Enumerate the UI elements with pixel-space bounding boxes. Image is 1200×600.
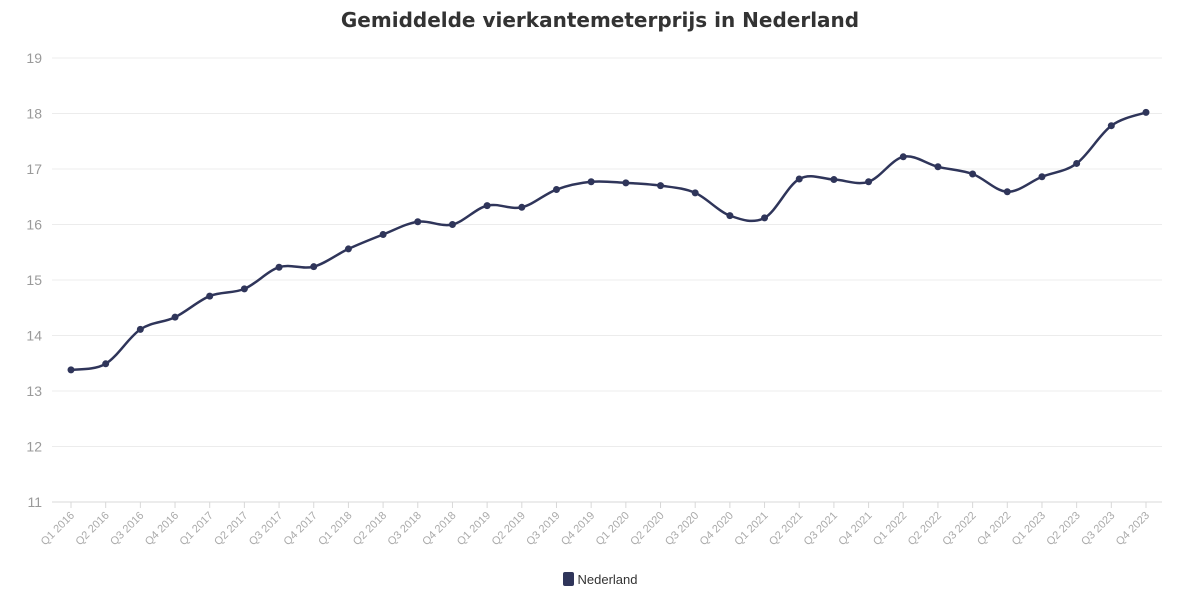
data-point[interactable]	[969, 170, 977, 178]
gridlines	[52, 57, 1162, 447]
x-tick-label: Q3 2018	[386, 510, 424, 548]
data-point[interactable]	[448, 221, 456, 228]
x-tick-label: Q4 2018	[420, 510, 458, 548]
data-point[interactable]	[136, 325, 144, 333]
y-tick-label: 18	[26, 106, 42, 122]
data-point[interactable]	[1038, 173, 1046, 181]
y-tick-label: 16	[26, 217, 42, 233]
y-tick-label: 14	[26, 328, 42, 344]
x-tick-label: Q3 2021	[802, 510, 840, 548]
data-point[interactable]	[344, 245, 352, 253]
data-point[interactable]	[899, 153, 907, 161]
y-tick-label: 12	[26, 439, 42, 455]
data-point[interactable]	[518, 203, 526, 211]
x-tick-label: Q1 2022	[871, 510, 909, 548]
data-point[interactable]	[67, 366, 75, 374]
data-point[interactable]	[1142, 108, 1150, 116]
x-tick-label: Q1 2018	[316, 510, 354, 548]
series-line-nederland	[70, 111, 1147, 372]
data-point[interactable]	[691, 189, 699, 197]
x-tick-label: Q4 2017	[282, 510, 320, 548]
chart-title: Gemiddelde vierkantemeterprijs in Nederl…	[340, 8, 860, 32]
x-tick-label: Q2 2019	[490, 510, 528, 548]
x-tick-label: Q4 2020	[698, 510, 736, 548]
data-point[interactable]	[622, 179, 630, 187]
x-tick-label: Q3 2023	[1079, 510, 1117, 548]
y-axis-ticks: 11 12 13 14 15 16 17 18 19	[26, 50, 42, 510]
y-tick-label: 13	[26, 383, 42, 399]
x-tick-label: Q2 2023	[1044, 510, 1082, 548]
x-tick-label: Q3 2019	[524, 510, 562, 548]
x-tick-label: Q2 2020	[628, 510, 666, 548]
x-tick-label: Q1 2020	[594, 510, 632, 548]
data-point[interactable]	[171, 313, 179, 321]
y-tick-label: 11	[27, 494, 42, 510]
data-point[interactable]	[414, 218, 422, 226]
x-tick-label: Q2 2021	[767, 510, 805, 548]
y-tick-label: 15	[26, 272, 42, 288]
data-point[interactable]	[240, 285, 248, 293]
data-point[interactable]	[1073, 159, 1081, 167]
x-tick-label: Q1 2016	[39, 510, 77, 548]
data-point[interactable]	[934, 163, 942, 171]
data-point[interactable]	[865, 178, 873, 186]
data-point[interactable]	[310, 263, 318, 271]
x-tick-label: Q1 2017	[178, 510, 216, 548]
x-tick-label: Q2 2018	[351, 510, 389, 548]
x-tick-label: Q3 2016	[108, 510, 146, 548]
data-point[interactable]	[206, 292, 214, 300]
x-tick-label: Q1 2021	[732, 510, 770, 548]
x-tick-label: Q4 2023	[1114, 510, 1152, 548]
x-tick-label: Q3 2022	[940, 510, 978, 548]
x-tick-label: Q2 2022	[906, 510, 944, 548]
x-tick-label: Q1 2019	[455, 510, 493, 548]
y-tick-label: 17	[26, 161, 42, 177]
legend-label: Nederland	[577, 572, 638, 587]
x-tick-label: Q3 2020	[663, 510, 701, 548]
data-point[interactable]	[102, 360, 110, 368]
data-point[interactable]	[795, 175, 803, 183]
data-point[interactable]	[657, 182, 665, 190]
x-tick-label: Q4 2022	[975, 510, 1013, 548]
data-point[interactable]	[552, 186, 560, 194]
x-tick-label: Q4 2021	[836, 510, 874, 548]
data-point[interactable]	[761, 214, 769, 222]
series-layer	[67, 108, 1150, 374]
x-tick-label: Q1 2023	[1010, 510, 1048, 548]
x-tick-label: Q4 2019	[559, 510, 597, 548]
data-point[interactable]	[726, 212, 734, 220]
legend[interactable]: Nederland	[0, 572, 1200, 587]
x-tick-label: Q2 2016	[73, 510, 111, 548]
data-point[interactable]	[830, 176, 838, 184]
x-tick-label: Q2 2017	[212, 510, 250, 548]
data-point[interactable]	[1107, 122, 1115, 130]
data-point[interactable]	[275, 263, 283, 271]
data-point[interactable]	[587, 178, 595, 186]
x-tick-label: Q4 2016	[143, 510, 181, 548]
y-tick-label: 19	[26, 50, 42, 66]
data-point[interactable]	[379, 230, 387, 238]
data-point[interactable]	[483, 202, 491, 210]
data-point[interactable]	[1003, 188, 1011, 196]
x-tick-label: Q3 2017	[247, 510, 285, 548]
legend-swatch	[562, 572, 574, 586]
